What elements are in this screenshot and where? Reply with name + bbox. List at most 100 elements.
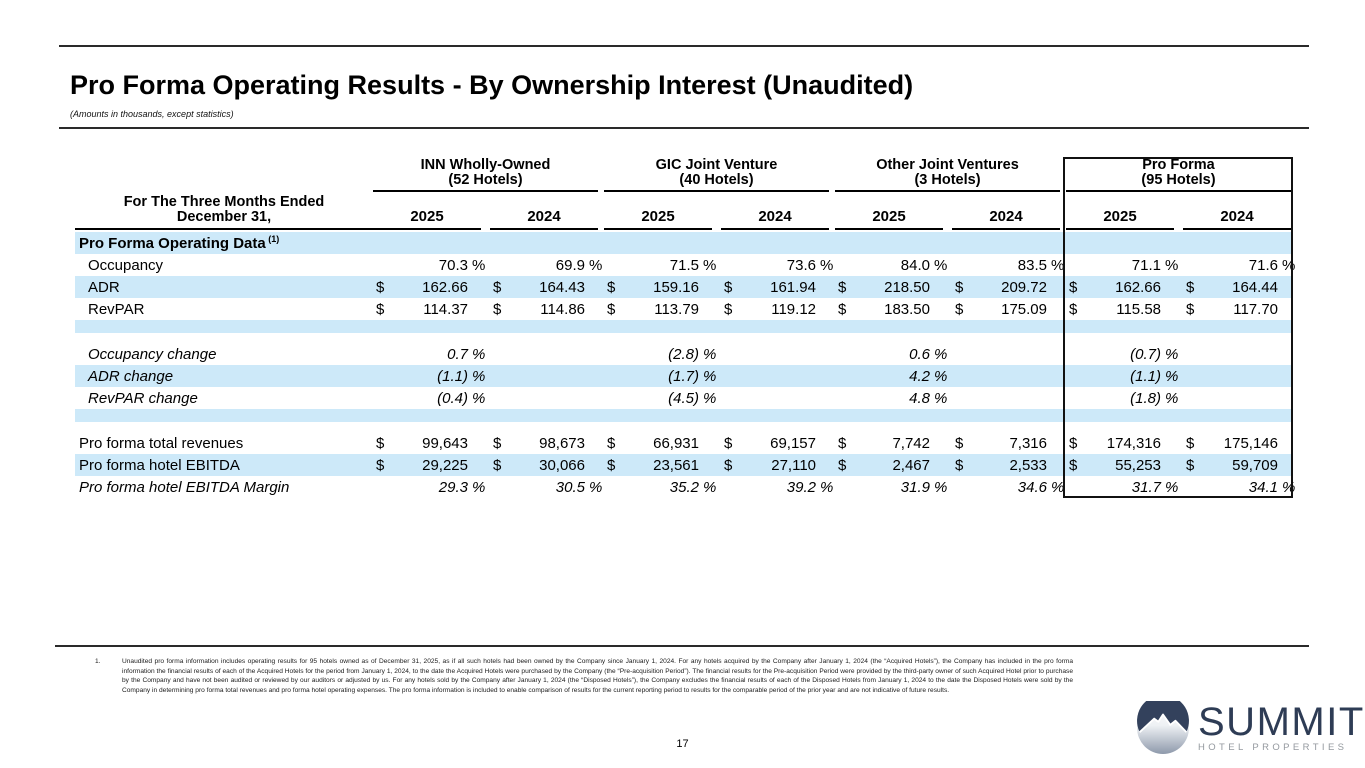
- group-name: INN Wholly-Owned: [420, 157, 551, 173]
- table-cell: $183.50: [838, 300, 930, 318]
- table-cell: 31.9%: [900, 478, 948, 496]
- table-cell: 71.1%: [1131, 256, 1179, 274]
- table-cell: $69,157: [724, 434, 816, 452]
- row-label: RevPAR: [88, 300, 145, 318]
- column-group-header: Other Joint Ventures (3 Hotels): [835, 157, 1060, 192]
- label-column-spacer: [75, 157, 373, 192]
- table-cell: 73.6%: [786, 256, 834, 274]
- table-cell: $175,146: [1186, 434, 1278, 452]
- table-cell: $209.72: [955, 278, 1047, 296]
- table-row: ADR change (1.1)% (1.7)% 4.2% (1.1)%: [75, 365, 1291, 387]
- footnote: 1. Unaudited pro forma information inclu…: [95, 657, 1073, 695]
- table-cell: 0.7%: [447, 345, 486, 363]
- row-label: Occupancy change: [88, 345, 217, 363]
- table-cell: $114.37: [376, 300, 468, 318]
- table-row: Pro forma hotel EBITDA $29,225 $30,066 $23,…: [75, 454, 1291, 476]
- table-cell: 34.6%: [1017, 478, 1065, 496]
- row-label: Pro forma total revenues: [79, 434, 244, 452]
- footnote-ref: (1): [265, 234, 280, 244]
- table-cell: $119.12: [724, 300, 816, 318]
- table-cell: $29,225: [376, 456, 468, 474]
- row-label: Occupancy: [88, 256, 164, 274]
- group-hotel-count: (95 Hotels): [1141, 172, 1216, 188]
- table-cell: 71.6%: [1248, 256, 1296, 274]
- page-subtitle: (Amounts in thousands, except statistics…: [70, 109, 234, 119]
- table-cell: 70.3%: [438, 256, 486, 274]
- spacer-row: [75, 409, 1291, 422]
- table-cell: 31.7%: [1131, 478, 1179, 496]
- table-cell: $113.79: [607, 300, 699, 318]
- table-cell: (1.1)%: [1130, 367, 1179, 385]
- table-cell: (2.8)%: [668, 345, 717, 363]
- year-header: 2024: [490, 192, 598, 230]
- table-cell: $98,673: [493, 434, 585, 452]
- table-cell: 39.2%: [786, 478, 834, 496]
- year-header: 2024: [952, 192, 1060, 230]
- table-cell: $164.44: [1186, 278, 1278, 296]
- table-cell: $164.43: [493, 278, 585, 296]
- column-group-header: GIC Joint Venture (40 Hotels): [604, 157, 829, 192]
- group-name: Pro Forma: [1142, 157, 1215, 173]
- table-cell: 84.0%: [900, 256, 948, 274]
- group-name: GIC Joint Venture: [655, 157, 778, 173]
- group-hotel-count: (40 Hotels): [679, 172, 754, 188]
- table-cell: $117.70: [1186, 300, 1278, 318]
- table-cell: 35.2%: [669, 478, 717, 496]
- logo-brand: SUMMIT: [1198, 700, 1365, 744]
- table-cell: (0.7)%: [1130, 345, 1179, 363]
- table-cell: $218.50: [838, 278, 930, 296]
- table-cell: $66,931: [607, 434, 699, 452]
- group-header-row: INN Wholly-Owned (52 Hotels) GIC Joint Ven…: [75, 157, 1291, 192]
- footnote-text: Unaudited pro forma information includes…: [122, 658, 1073, 694]
- table-cell: $27,110: [724, 456, 816, 474]
- table-cell: 71.5%: [669, 256, 717, 274]
- table-cell: $159.16: [607, 278, 699, 296]
- page-number: 17: [676, 738, 689, 750]
- table-row: RevPAR change (0.4)% (4.5)% 4.8% (1.8)%: [75, 387, 1291, 409]
- row-header-line1: For The Three Months Ended: [123, 194, 325, 210]
- column-group-header: INN Wholly-Owned (52 Hotels): [373, 157, 598, 192]
- table-cell: 69.9%: [555, 256, 603, 274]
- table-cell: $99,643: [376, 434, 468, 452]
- table-cell: $161.94: [724, 278, 816, 296]
- footnote-rule: [55, 645, 1309, 647]
- year-header: 2025: [373, 192, 481, 230]
- table-cell: 34.1%: [1248, 478, 1296, 496]
- table-cell: $174,316: [1069, 434, 1161, 452]
- table-cell: $30,066: [493, 456, 585, 474]
- year-header: 2025: [604, 192, 712, 230]
- table-cell: $115.58: [1069, 300, 1161, 318]
- row-label: ADR: [88, 278, 120, 296]
- year-header: 2024: [721, 192, 829, 230]
- table-cell: 83.5%: [1017, 256, 1065, 274]
- table-cell: (4.5)%: [668, 389, 717, 407]
- table-row: Occupancy change 0.7% (2.8)% 0.6% (0.7)%: [75, 343, 1291, 365]
- table-cell: (0.4)%: [437, 389, 486, 407]
- summit-mountain-icon: [1137, 701, 1189, 754]
- group-hotel-count: (3 Hotels): [914, 172, 981, 188]
- table-cell: 30.5%: [555, 478, 603, 496]
- table-cell: $2,467: [838, 456, 930, 474]
- table-cell: $175.09: [955, 300, 1047, 318]
- table-cell: (1.7)%: [668, 367, 717, 385]
- page-title: Pro Forma Operating Results - By Ownersh…: [70, 70, 914, 100]
- table-cell: $162.66: [1069, 278, 1161, 296]
- column-group-header: Pro Forma (95 Hotels): [1066, 157, 1291, 192]
- year-header: 2024: [1183, 192, 1291, 230]
- table-body: Pro Forma Operating Data (1) Occupancy 70.…: [75, 232, 1296, 498]
- table-cell: $59,709: [1186, 456, 1278, 474]
- table-cell: 29.3%: [438, 478, 486, 496]
- row-label: Pro forma hotel EBITDA: [79, 456, 240, 474]
- top-rule: [59, 45, 1309, 47]
- row-header: For The Three Months Ended December 31,: [75, 192, 373, 230]
- year-header: 2025: [1066, 192, 1174, 230]
- footnote-number: 1.: [95, 658, 101, 665]
- row-header-line2: December 31,: [176, 209, 272, 225]
- table-row: RevPAR $114.37 $114.86 $113.79 $119.12 $183.5…: [75, 298, 1291, 320]
- table-cell: 4.8%: [909, 389, 948, 407]
- table-cell: 4.2%: [909, 367, 948, 385]
- logo-text: SUMMIT HOTEL PROPERTIES: [1198, 700, 1365, 753]
- group-name: Other Joint Ventures: [876, 157, 1019, 173]
- table-cell: $162.66: [376, 278, 468, 296]
